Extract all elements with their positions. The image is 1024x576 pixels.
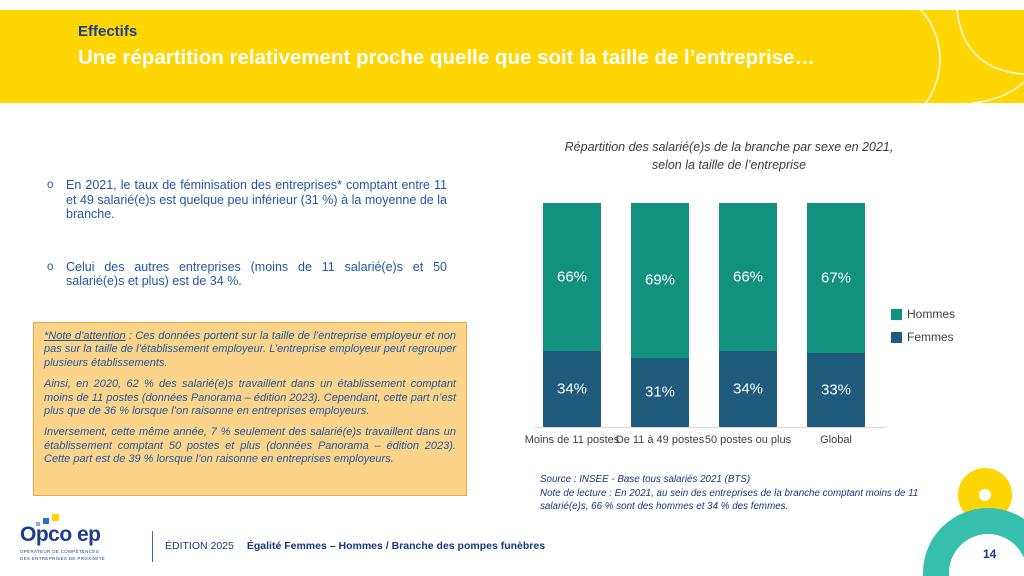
bullet-marker: o	[47, 179, 54, 191]
bar-segment-femmes: 34%	[719, 350, 777, 427]
note-box: *Note d’attention : Ces données portent …	[33, 322, 467, 496]
bar-column: 66% 34% 50 postes ou plus	[705, 203, 791, 447]
bar-column: 69% 31% De 11 à 49 postes	[616, 203, 704, 447]
legend-swatch	[891, 331, 902, 343]
bar-segment-femmes: 34%	[543, 350, 601, 427]
stacked-bar: 66% 34%	[719, 203, 777, 427]
bar-value-label: 34%	[732, 380, 764, 398]
category-label: Moins de 11 postes	[524, 434, 620, 446]
bullet-item: o En 2021, le taux de féminisation des e…	[47, 178, 447, 222]
bullet-text: En 2021, le taux de féminisation des ent…	[66, 178, 447, 221]
bullet-text: Celui des autres entreprises (moins de 1…	[66, 259, 447, 289]
decor-white-arcs	[919, 10, 1024, 103]
footer-divider	[152, 531, 153, 562]
bar-value-label: 69%	[644, 271, 676, 289]
footer-text: ÉDITION 2025 Égalité Femmes – Hommes / B…	[165, 540, 545, 552]
logo-tagline: OPÉRATEUR DE COMPÉTENCES DES ENTREPRISES…	[20, 549, 106, 561]
legend-label: Hommes	[907, 307, 956, 321]
logo-square-blue	[43, 518, 49, 524]
bar-segment-hommes: 67%	[807, 203, 865, 354]
bar-segment-hommes: 66%	[543, 203, 601, 351]
logo-square-lightblue	[36, 522, 40, 526]
chart-legend: Hommes Femmes	[891, 307, 955, 344]
bullet-item: o Celui des autres entreprises (moins de…	[47, 260, 447, 289]
slide-title: Une répartition relativement proche quel…	[78, 46, 816, 69]
bullet-marker: o	[47, 260, 54, 273]
legend-item-hommes: Hommes	[891, 307, 955, 321]
opco-ep-logo: Opco ep OPÉRATEUR DE COMPÉTENCES DES ENT…	[20, 514, 140, 562]
category-label: De 11 à 49 postes	[615, 434, 705, 446]
chart-title-line2: selon la taille de l’entreprise	[651, 158, 807, 173]
chart-source: Source : INSEE - Base tous salariés 2021…	[540, 474, 751, 485]
note-paragraph-2: Ainsi, en 2020, 62 % des salarié(e)s tra…	[44, 378, 456, 418]
bar-segment-hommes: 69%	[631, 203, 689, 358]
bar-segment-femmes: 33%	[807, 353, 865, 427]
logo-wordmark: Opco ep	[20, 523, 101, 546]
stacked-bar: 69% 31%	[631, 203, 689, 427]
decor-teal-ring	[923, 508, 1024, 576]
bar-value-label: 66%	[556, 268, 588, 286]
page-number: 14	[983, 547, 997, 561]
footer-report-title: Égalité Femmes – Hommes / Branche des po…	[246, 540, 546, 552]
section-label: Effectifs	[78, 23, 138, 40]
legend-label: Femmes	[907, 330, 954, 344]
category-label: 50 postes ou plus	[704, 434, 792, 446]
note-paragraph-1: *Note d’attention : Ces données portent …	[44, 330, 456, 370]
category-label: Global	[820, 434, 852, 446]
bar-value-label: 31%	[644, 383, 676, 401]
bar-value-label: 66%	[732, 268, 764, 286]
note-lead-underlined: *Note d’attention	[44, 330, 126, 342]
bar-columns: 66% 34% Moins de 11 postes 69% 31% De 11 à 49…	[525, 203, 865, 447]
x-axis-line	[535, 427, 885, 428]
legend-item-femmes: Femmes	[891, 330, 955, 344]
note-lead-rest: : Ces données portent sur la taille de l…	[44, 330, 456, 369]
chart-title: Répartition des salarié(e)s de la branch…	[540, 138, 918, 174]
bar-segment-hommes: 66%	[719, 203, 777, 351]
chart-reading-note: Note de lecture : En 2021, au sein des e…	[540, 487, 919, 513]
bar-column: 67% 33% Global	[807, 203, 865, 447]
footer-edition: ÉDITION 2025	[165, 540, 234, 552]
logo-square-yellow	[52, 514, 59, 521]
bar-segment-femmes: 31%	[631, 357, 689, 427]
chart-title-line1: Répartition des salarié(e)s de la branch…	[564, 140, 894, 154]
stacked-bar: 67% 33%	[807, 203, 865, 427]
header-banner: Effectifs Une répartition relativement p…	[0, 10, 1024, 103]
stacked-bar-chart: 66% 34% Moins de 11 postes 69% 31% De 11 à 49…	[525, 203, 963, 467]
bar-value-label: 34%	[556, 380, 588, 398]
bar-value-label: 67%	[820, 269, 852, 287]
legend-swatch	[891, 308, 902, 320]
chart-notes: Source : INSEE - Base tous salariés 2021…	[540, 473, 928, 514]
bullet-list: o En 2021, le taux de féminisation des e…	[47, 178, 447, 289]
stacked-bar: 66% 34%	[543, 203, 601, 427]
bar-value-label: 33%	[820, 381, 852, 399]
bar-column: 66% 34% Moins de 11 postes	[525, 203, 619, 447]
note-paragraph-3: Inversement, cette même année, 7 % seule…	[44, 426, 456, 466]
